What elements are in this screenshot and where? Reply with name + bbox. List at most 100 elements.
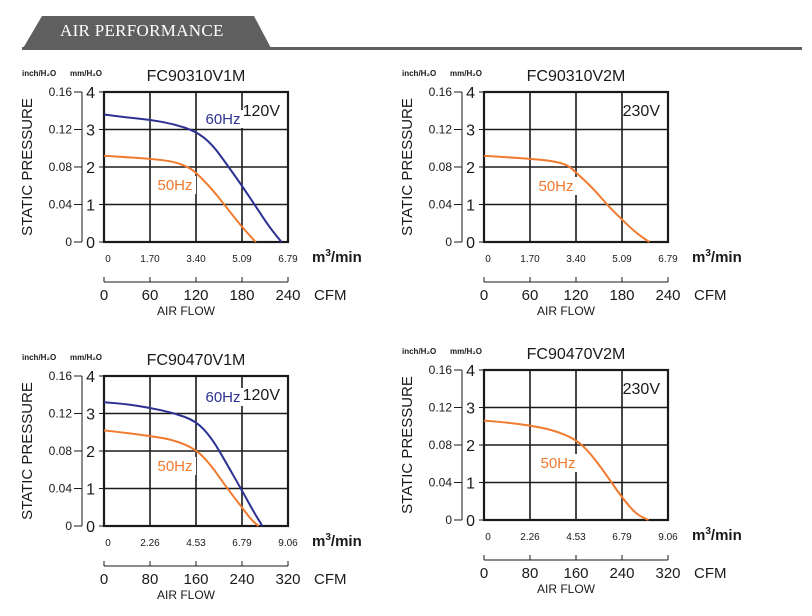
y-tick-label-inch: 0.16 — [49, 369, 73, 383]
series-line-50hz — [103, 429, 260, 527]
x-unit-m3: m3/min — [692, 248, 742, 266]
x-tick-label-m3: 0 — [485, 532, 491, 543]
series-line-60hz — [103, 401, 264, 527]
x-unit-m3: m3/min — [692, 526, 742, 544]
y-tick-label-mm: 2 — [466, 160, 475, 177]
x-tick-label-cfm: 240 — [275, 287, 300, 304]
x-unit-cfm: CFM — [314, 287, 347, 304]
x-tick-label-m3: 6.79 — [658, 254, 678, 265]
y-tick-label-inch: 0.16 — [429, 85, 453, 99]
x-tick-label-cfm: 120 — [563, 287, 588, 304]
x-tick-label-cfm: 0 — [100, 571, 108, 588]
x-unit-cfm: CFM — [694, 287, 727, 304]
x-tick-label-m3: 5.09 — [612, 254, 632, 265]
y-tick-label-mm: 2 — [86, 444, 95, 461]
x-tick-label-cfm: 120 — [183, 287, 208, 304]
y-tick-label-inch: 0 — [65, 235, 72, 249]
x-tick-label-cfm: 320 — [655, 565, 680, 582]
series-label-60hz: 60Hz — [205, 389, 240, 406]
x-tick-label-m3: 5.09 — [232, 254, 252, 265]
x-unit-cfm: CFM — [694, 565, 727, 582]
y-unit-inch: inch/H₂O — [402, 347, 436, 356]
x-tick-label-m3: 0 — [105, 254, 111, 265]
y-tick-label-inch: 0.04 — [429, 476, 453, 490]
y-tick-label-inch: 0.12 — [49, 407, 73, 421]
x-tick-label-cfm: 60 — [522, 287, 539, 304]
x-tick-label-cfm: 0 — [480, 565, 488, 582]
series-label-bg — [154, 176, 196, 194]
x-unit-m3: m3/min — [312, 248, 362, 266]
chart-title: FC90470V2M — [527, 346, 626, 363]
series-label-bg — [202, 388, 244, 406]
x-axis-label: AIR FLOW — [537, 304, 596, 318]
x-tick-label-cfm: 240 — [229, 571, 254, 588]
x-tick-label-m3: 4.53 — [566, 532, 586, 543]
plot-frame — [482, 90, 670, 244]
y-tick-label-mm: 0 — [86, 235, 95, 252]
y-tick-label-mm: 3 — [86, 407, 95, 424]
voltage-label: 230V — [623, 103, 661, 120]
series-label-bg — [154, 457, 196, 475]
x-tick-label-cfm: 60 — [142, 287, 159, 304]
y-tick-label-inch: 0.12 — [49, 123, 73, 137]
x-tick-label-m3: 1.70 — [520, 254, 540, 265]
x-tick-label-m3: 0 — [105, 538, 111, 549]
y-unit-inch: inch/H₂O — [22, 69, 56, 78]
y-unit-inch: inch/H₂O — [22, 353, 56, 362]
series-label-bg — [535, 177, 577, 195]
y-tick-label-mm: 1 — [466, 198, 475, 215]
y-tick-label-mm: 1 — [86, 198, 95, 215]
x-axis-label: AIR FLOW — [157, 304, 216, 318]
x-tick-label-m3: 3.40 — [186, 254, 206, 265]
series-line-50hz — [103, 154, 257, 243]
plot-frame — [482, 368, 670, 522]
y-unit-mm: mm/H₂O — [450, 347, 482, 356]
header-rule — [22, 47, 802, 50]
y-tick-label-inch: 0.16 — [429, 363, 453, 377]
section-title: AIR PERFORMANCE — [60, 21, 224, 40]
voltage-label: 230V — [623, 381, 661, 398]
x-tick-label-cfm: 0 — [480, 287, 488, 304]
x-tick-label-m3: 6.79 — [232, 538, 252, 549]
y-unit-mm: mm/H₂O — [70, 69, 102, 78]
plot-frame — [102, 374, 290, 528]
y-tick-label-mm: 1 — [86, 482, 95, 499]
series-line-50hz — [483, 154, 650, 243]
x-tick-label-cfm: 160 — [563, 565, 588, 582]
series-line-60hz — [103, 113, 283, 243]
x-tick-label-cfm: 240 — [609, 565, 634, 582]
y-tick-label-mm: 1 — [466, 476, 475, 493]
y-tick-label-inch: 0.08 — [429, 438, 453, 452]
x-tick-label-m3: 2.26 — [140, 538, 160, 549]
y-tick-label-inch: 0.08 — [49, 444, 73, 458]
series-label-bg — [537, 454, 579, 472]
y-tick-label-inch: 0.08 — [49, 160, 73, 174]
x-tick-label-m3: 6.79 — [612, 532, 632, 543]
x-tick-label-m3: 1.70 — [140, 254, 160, 265]
x-tick-label-cfm: 180 — [609, 287, 634, 304]
header-tab — [22, 16, 272, 50]
y-tick-label-inch: 0.04 — [49, 482, 73, 496]
x-tick-label-m3: 9.06 — [658, 532, 678, 543]
y-tick-label-mm: 0 — [466, 513, 475, 530]
y-tick-label-mm: 4 — [466, 363, 475, 380]
y-axis-label: STATIC PRESSURE — [19, 382, 36, 520]
y-unit-inch: inch/H₂O — [402, 69, 436, 78]
chart-title: FC90470V1M — [147, 352, 246, 369]
y-tick-label-inch: 0.12 — [429, 401, 453, 415]
series-label-50hz: 50Hz — [540, 455, 575, 472]
y-tick-label-mm: 0 — [466, 235, 475, 252]
section-header: AIR PERFORMANCE — [0, 0, 812, 60]
chart-title: FC90310V1M — [147, 68, 246, 85]
x-tick-label-m3: 3.40 — [566, 254, 586, 265]
voltage-label: 120V — [243, 103, 281, 120]
x-tick-label-cfm: 180 — [229, 287, 254, 304]
y-axis-label: STATIC PRESSURE — [399, 376, 416, 514]
series-line-50hz — [483, 419, 649, 521]
x-tick-label-m3: 2.26 — [520, 532, 540, 543]
plot-frame — [102, 90, 290, 244]
